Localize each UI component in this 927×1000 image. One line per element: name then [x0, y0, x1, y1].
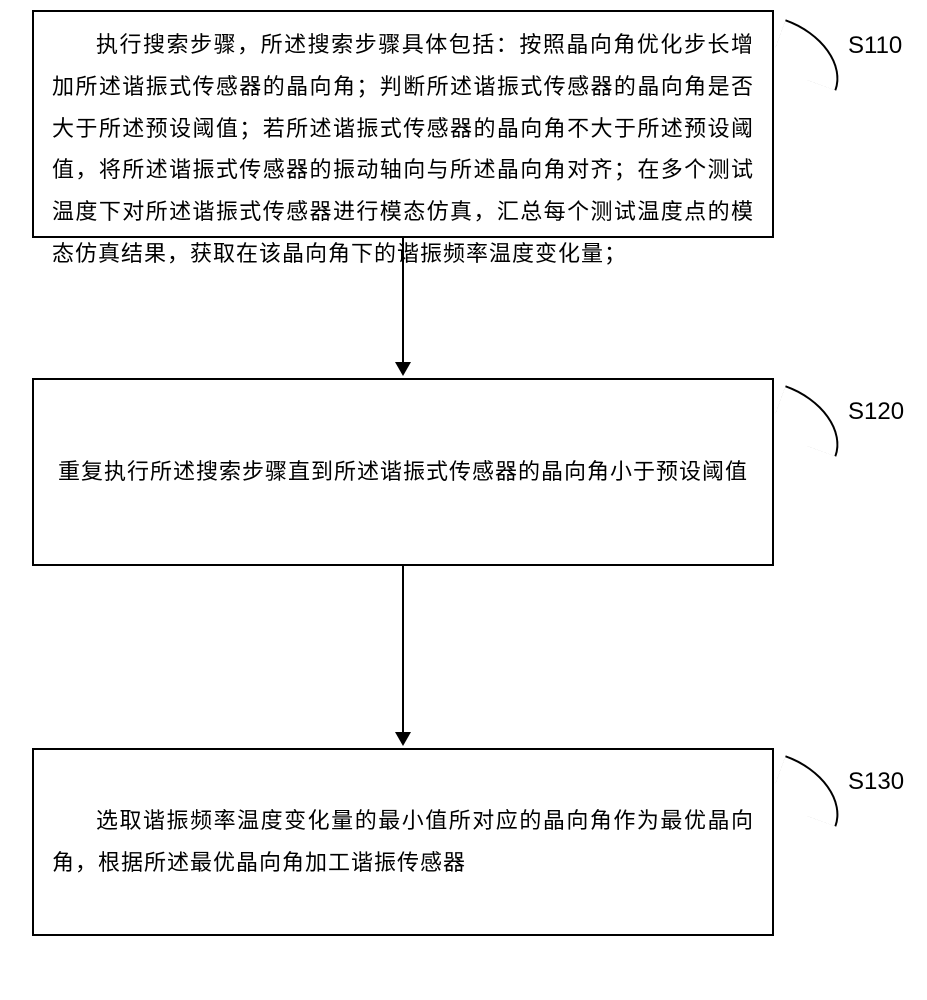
step-box-s120: 重复执行所述搜索步骤直到所述谐振式传感器的晶向角小于预设阈值 [32, 378, 774, 566]
label-arc-s110 [769, 19, 854, 91]
connector-arrow-2 [395, 732, 411, 746]
step-text-s130: 选取谐振频率温度变化量的最小值所对应的晶向角作为最优晶向角，根据所述最优晶向角加… [52, 800, 754, 884]
step-box-s130: 选取谐振频率温度变化量的最小值所对应的晶向角作为最优晶向角，根据所述最优晶向角加… [32, 748, 774, 936]
connector-line-2 [402, 566, 404, 734]
step-text-s120: 重复执行所述搜索步骤直到所述谐振式传感器的晶向角小于预设阈值 [58, 451, 748, 493]
step-box-s110: 执行搜索步骤，所述搜索步骤具体包括：按照晶向角优化步长增加所述谐振式传感器的晶向… [32, 10, 774, 238]
label-arc-s120 [769, 385, 854, 457]
flowchart-container: 执行搜索步骤，所述搜索步骤具体包括：按照晶向角优化步长增加所述谐振式传感器的晶向… [0, 0, 927, 1000]
connector-line-1 [402, 238, 404, 364]
step-label-s130: S130 [848, 768, 904, 796]
connector-arrow-1 [395, 362, 411, 376]
step-label-s120: S120 [848, 398, 904, 426]
step-label-s110: S110 [848, 32, 902, 60]
label-arc-s130 [769, 755, 854, 827]
